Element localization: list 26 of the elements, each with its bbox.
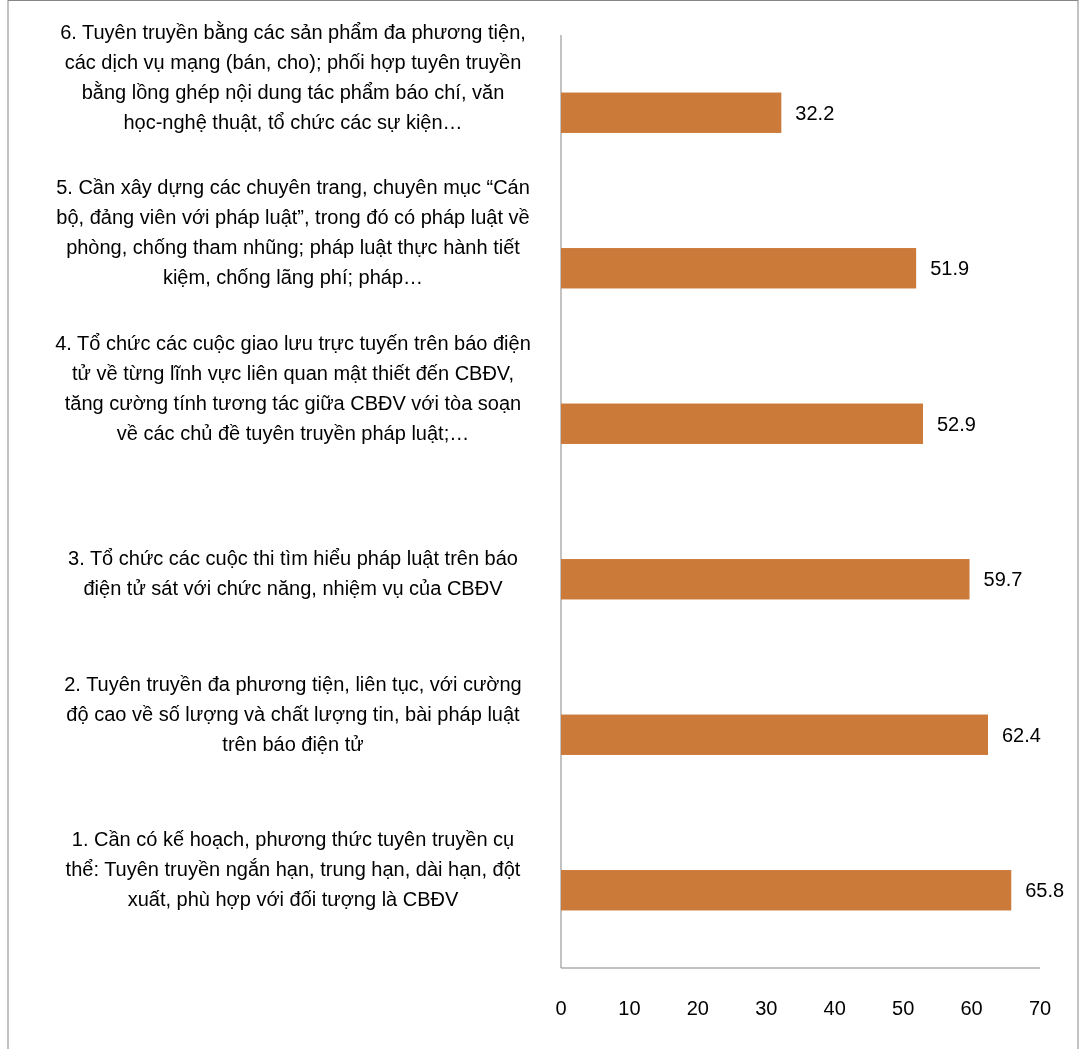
bar xyxy=(561,870,1012,911)
x-tick-label: 20 xyxy=(686,997,709,1019)
y-tick-label: 4. Tổ chức các cuộc giao lưu trực tuyến trên báo điện tử về từng lĩnh vực liên quan mật thiết đến CBĐV, tăng cường tính tương tác giữa CBĐV với tòa soạn về các chủ đề tuyên truyền pháp luật;… xyxy=(55,331,531,444)
x-tick-label: 50 xyxy=(892,997,915,1019)
bar xyxy=(561,403,923,444)
y-tick-label: 6. Tuyên truyền bằng các sản phẩm đa phương tiện, các dịch vụ mạng (bán, cho); phối hợp tuyên truyền bằng lồng ghép nội dung tác phẩm báo chí, văn học-nghệ thuật, tổ chức các sự kiện… xyxy=(60,20,526,133)
y-tick-label: 3. Tổ chức các cuộc thi tìm hiểu pháp luật trên báo điện tử sát với chức năng, nhiệm vụ của CBĐV xyxy=(68,547,518,600)
y-tick-label: 2. Tuyên truyền đa phương tiện, liên tục, với cường độ cao về số lượng và chất lượng tin, bài pháp luật trên báo điện tử xyxy=(64,672,522,755)
bar xyxy=(561,92,782,133)
data-label: 52.9 xyxy=(936,412,976,435)
x-tick-label: 0 xyxy=(555,997,567,1019)
bar xyxy=(561,248,917,289)
bar xyxy=(561,559,970,600)
data-label: 62.4 xyxy=(1001,723,1041,746)
data-label: 59.7 xyxy=(983,568,1023,591)
x-tick-label: 10 xyxy=(618,997,641,1019)
x-tick-label: 60 xyxy=(960,997,983,1019)
y-tick-label: 5. Cần xây dựng các chuyên trang, chuyên mục “Cán bộ, đảng viên với pháp luật”, trong đó có pháp luật về phòng, chống tham nhũng; pháp luật thực hành tiết kiệm, chống lãng phí; pháp… xyxy=(56,176,530,289)
data-label: 32.2 xyxy=(795,101,835,124)
data-label: 51.9 xyxy=(930,257,970,280)
x-tick-label: 70 xyxy=(1028,997,1052,1019)
y-tick-label: 1. Cần có kế hoạch, phương thức tuyên truyền cụ thể: Tuyên truyền ngắn hạn, trung hạn, dài hạn, đột xuất, phù hợp với đối tượng là CBĐV xyxy=(65,828,521,911)
data-label: 65.8 xyxy=(1025,879,1065,902)
x-tick-label: 40 xyxy=(823,997,846,1019)
bar xyxy=(561,714,988,755)
x-tick-label: 30 xyxy=(755,997,778,1019)
